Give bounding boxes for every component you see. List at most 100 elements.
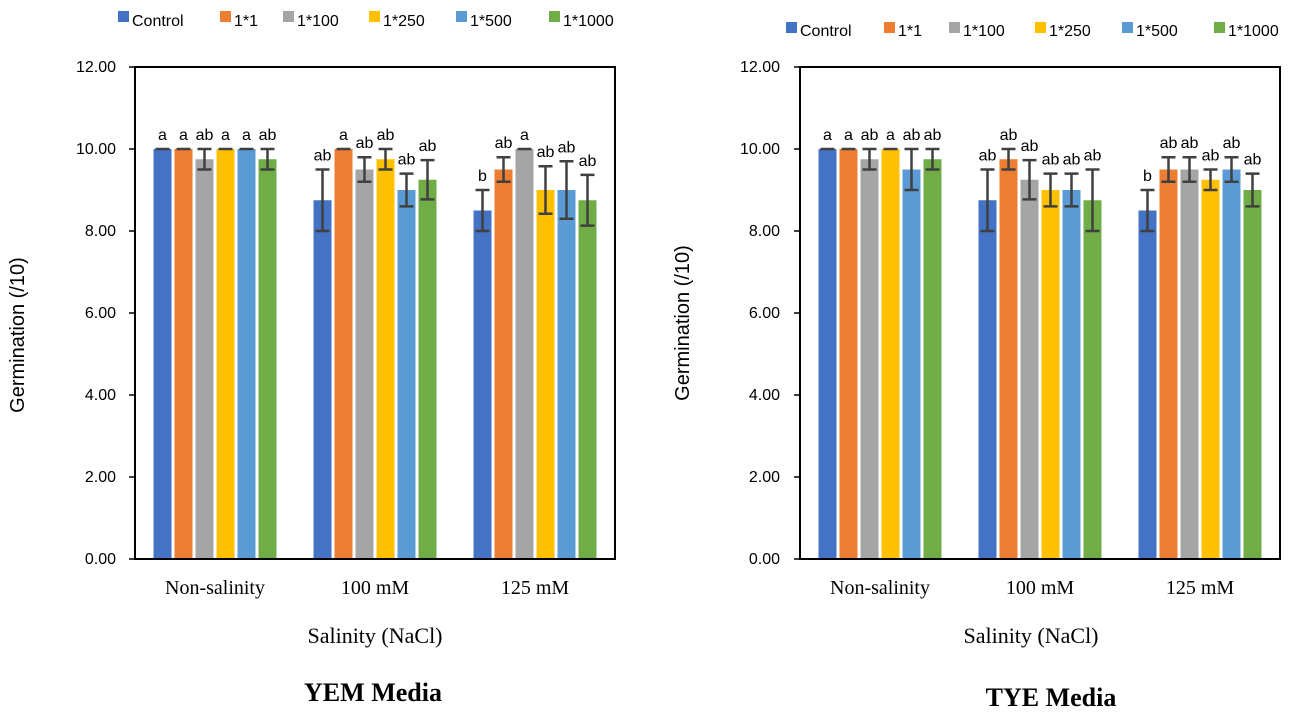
x-axis-label: Salinity (NaCl) (307, 623, 442, 648)
bar-1x250-100-mm (376, 159, 395, 559)
bar-1x1000-100-mm (418, 179, 437, 559)
error-bar (420, 158, 435, 201)
legend-label-1x1: 1*1 (234, 13, 258, 30)
legend-swatch-1x500 (456, 11, 467, 22)
bar-control-100-mm (313, 200, 332, 559)
bar-control-125-mm (1138, 210, 1157, 559)
bar-1x500-125-mm (1222, 169, 1241, 559)
bar-1x1000-125-mm (1243, 190, 1262, 559)
y-tick-label: 4.00 (749, 387, 780, 404)
chart-title: TYE Media (986, 683, 1117, 712)
significance-label: ab (398, 152, 416, 169)
y-tick-label: 2.00 (85, 469, 116, 486)
bar-control-100-mm (978, 200, 997, 559)
legend-label-1x250: 1*250 (1049, 23, 1091, 40)
legend-item-1x1: 1*1 (884, 22, 922, 40)
y-tick-label: 10.00 (76, 141, 116, 158)
error-bar (980, 168, 995, 233)
legend-label-control: Control (800, 23, 852, 40)
bar-1x1000-125-mm (578, 200, 597, 559)
bar-1x250-non-salinity (881, 149, 900, 559)
error-bar (1245, 172, 1260, 208)
error-bar (538, 164, 553, 216)
bar-1x500-125-mm (557, 190, 576, 559)
significance-label: a (886, 127, 895, 144)
legend-label-1x500: 1*500 (470, 13, 512, 30)
error-bar (1043, 172, 1058, 208)
legend-label-control: Control (132, 13, 184, 30)
significance-label: a (823, 127, 832, 144)
y-tick-label: 0.00 (85, 551, 116, 568)
bar-1x100-non-salinity (195, 159, 214, 559)
y-tick-label: 2.00 (749, 469, 780, 486)
x-axis-categories: Non-salinity 100 mM 125 mM (830, 577, 1234, 599)
legend-swatch-1x1 (220, 11, 231, 22)
significance-label: ab (537, 144, 555, 161)
error-bar (357, 155, 372, 184)
x-category-label: 100 mM (341, 577, 410, 599)
x-category-label: 125 mM (1166, 577, 1235, 599)
significance-label: a (221, 127, 230, 144)
bar-1x500-non-salinity (902, 169, 921, 559)
bar-1x250-non-salinity (216, 149, 235, 559)
significance-label: a (179, 127, 188, 144)
legend-label-1x500: 1*500 (1136, 23, 1178, 40)
y-tick-label: 4.00 (85, 387, 116, 404)
chart-yem-media: Control 1*1 1*100 1*250 1*500 1*1000 (7, 11, 616, 707)
legend-swatch-1x1000 (549, 11, 560, 22)
y-tick-label: 8.00 (749, 223, 780, 240)
error-bar (378, 147, 393, 171)
bar-control-non-salinity (818, 149, 837, 559)
significance-label: ab (1084, 148, 1102, 165)
error-bar (904, 147, 919, 192)
legend-swatch-control (118, 11, 129, 22)
legend-swatch-control (786, 22, 797, 33)
significance-label: ab (314, 148, 332, 165)
significance-label: a (520, 127, 529, 144)
legend-item-1x1000: 1*1000 (549, 11, 614, 30)
y-tick-label: 0.00 (749, 551, 780, 568)
y-axis-ticks: 0.00 2.00 4.00 6.00 8.00 10.00 12.00 (76, 59, 116, 568)
bar-1x500-100-mm (1062, 190, 1081, 559)
legend-label-1x1: 1*1 (898, 23, 922, 40)
bar-1x100-non-salinity (860, 159, 879, 559)
error-bar (1064, 172, 1079, 208)
error-bar (1203, 168, 1218, 192)
bar-1x100-125-mm (1180, 169, 1199, 559)
y-tick-label: 12.00 (740, 59, 780, 76)
bar-1x100-100-mm (1020, 179, 1039, 559)
legend-swatch-1x500 (1122, 22, 1133, 33)
significance-label: ab (579, 153, 597, 170)
x-category-label: Non-salinity (165, 577, 265, 599)
significance-label: ab (1042, 152, 1060, 169)
bar-control-non-salinity (153, 149, 172, 559)
error-bar (496, 155, 511, 184)
significance-label: ab (259, 127, 277, 144)
bar-1x1-125-mm (1159, 169, 1178, 559)
bar-1x1-non-salinity (839, 149, 858, 559)
error-bar (1140, 188, 1155, 233)
legend-item-1x500: 1*500 (1122, 22, 1178, 40)
x-category-label: 100 mM (1006, 577, 1075, 599)
significance-label: ab (1021, 138, 1039, 155)
y-tick-label: 12.00 (76, 59, 116, 76)
significance-label: a (339, 127, 348, 144)
y-tick-label: 10.00 (740, 141, 780, 158)
x-category-label: Non-salinity (830, 577, 930, 599)
legend-swatch-1x250 (1035, 22, 1046, 33)
significance-label: ab (1160, 135, 1178, 152)
legend-label-1x250: 1*250 (383, 13, 425, 30)
bar-1x250-125-mm (1201, 179, 1220, 559)
error-bar (862, 147, 877, 171)
significance-label: ab (1181, 135, 1199, 152)
significance-label: a (158, 127, 167, 144)
bar-1x1-non-salinity (174, 149, 193, 559)
y-tick-label: 6.00 (749, 305, 780, 322)
x-category-label: 125 mM (501, 577, 570, 599)
legend-item-1x500: 1*500 (456, 11, 512, 30)
significance-label: ab (196, 127, 214, 144)
error-bar (1161, 155, 1176, 184)
error-bar (559, 160, 574, 220)
chart-title: YEM Media (304, 678, 442, 707)
